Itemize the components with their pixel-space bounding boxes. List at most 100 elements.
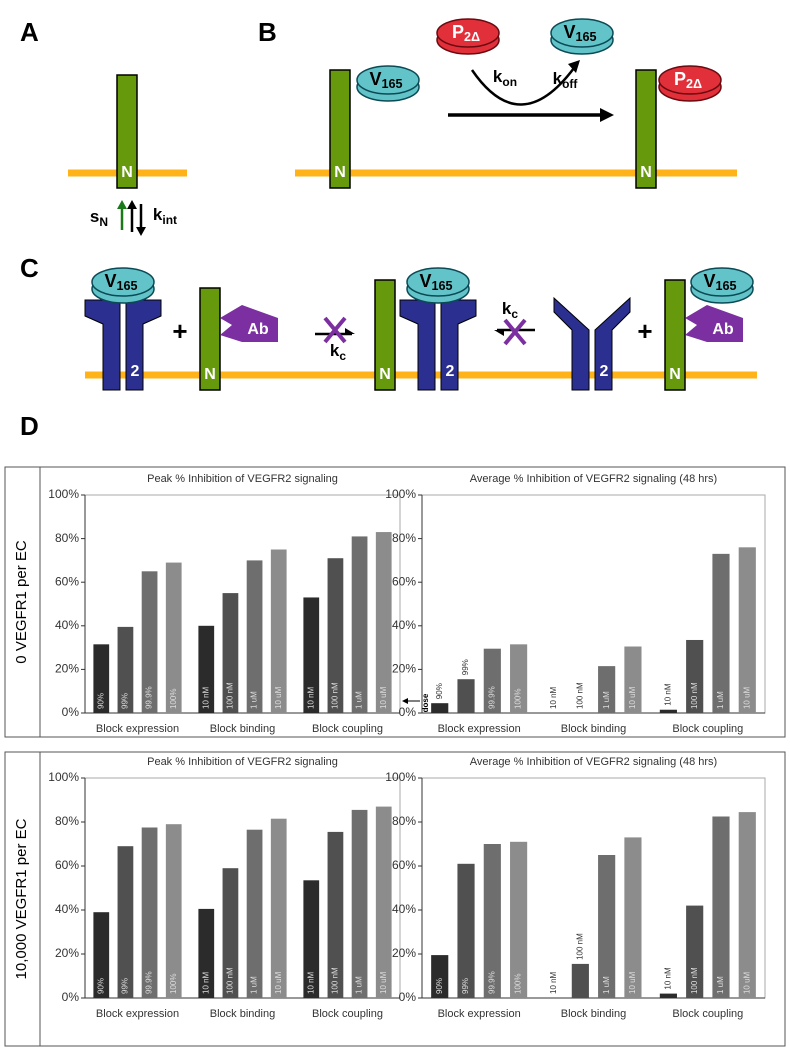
ligand-top <box>91 267 155 297</box>
plus: + <box>172 316 187 346</box>
dose-label: 10 nM <box>306 971 315 994</box>
dose-label: 90% <box>96 693 105 709</box>
bar <box>375 806 392 998</box>
dose-label: 100 nM <box>690 682 699 709</box>
y-tick-label: 40% <box>392 902 416 916</box>
bar <box>93 912 110 998</box>
bar <box>351 809 368 998</box>
dose-label: 100 nM <box>226 967 235 994</box>
bar <box>198 625 215 713</box>
y-tick-label: 80% <box>392 531 416 545</box>
annotation: dose <box>421 693 430 712</box>
n-label: N <box>640 164 652 181</box>
y-tick-label: 80% <box>55 531 79 545</box>
x-tick-label: Block coupling <box>672 1008 743 1020</box>
dose-label: 100% <box>514 689 523 709</box>
n-label: N <box>379 366 391 383</box>
vegfr2 <box>553 296 590 391</box>
y-tick-label: 100% <box>48 487 79 501</box>
neuropilin <box>199 287 221 391</box>
vegfr2 <box>594 296 631 391</box>
dose-label: 10 uM <box>274 971 283 994</box>
y-tick-label: 60% <box>392 858 416 872</box>
dose-label: 99.9% <box>145 686 154 709</box>
bar <box>270 818 287 998</box>
bar <box>222 868 239 998</box>
x-tick-label: Block binding <box>210 723 275 735</box>
x-tick-label: Block expression <box>96 723 179 735</box>
label: V165 <box>703 271 736 294</box>
dose-label: 10 nM <box>663 967 672 990</box>
rate-sub: N <box>99 215 108 229</box>
y-tick-label: 60% <box>55 858 79 872</box>
vegfr2 <box>125 299 162 391</box>
bar <box>483 844 501 998</box>
bar <box>431 955 449 998</box>
rate-k: k <box>153 205 163 224</box>
x-tick-label: Block binding <box>561 723 626 735</box>
dose-label: 99% <box>121 693 130 709</box>
arrowhead <box>117 200 127 209</box>
bar <box>303 880 320 998</box>
bar <box>686 639 704 713</box>
bar <box>93 644 110 713</box>
dose-label: 100 nM <box>331 967 340 994</box>
neuropilin <box>374 279 396 391</box>
label-sub: 165 <box>382 77 403 91</box>
bar <box>117 626 134 713</box>
neuropilin <box>635 69 657 189</box>
label-sub: 165 <box>432 279 453 293</box>
n-label: N <box>669 366 681 383</box>
bar <box>510 841 528 998</box>
label-sub: 165 <box>576 30 597 44</box>
x-tick-label: Block expression <box>438 1008 521 1020</box>
dose-label: 10 uM <box>742 686 751 709</box>
label-sub: 2Δ <box>686 77 702 91</box>
arrowhead <box>494 330 504 336</box>
rate-k: k <box>330 341 340 360</box>
arrowhead <box>136 227 146 236</box>
y-tick-label: 20% <box>392 662 416 676</box>
bar <box>246 829 263 998</box>
y-tick-label: 40% <box>55 902 79 916</box>
rate-label: sN <box>90 207 108 229</box>
bar <box>351 536 368 713</box>
bar <box>431 703 449 713</box>
label-sub: 165 <box>716 279 737 293</box>
panel-label: C <box>20 253 39 283</box>
bar <box>659 993 677 998</box>
dose-label: 10 nM <box>201 971 210 994</box>
bar <box>165 824 182 998</box>
bar <box>246 560 263 713</box>
x-tick-label: Block coupling <box>312 1008 383 1020</box>
y-tick-label: 0% <box>399 990 417 1004</box>
label-main: V <box>563 22 575 42</box>
label: V165 <box>104 271 137 294</box>
dose-label: 10 uM <box>628 971 637 994</box>
y-tick-label: 0% <box>62 990 80 1004</box>
dose-label: 100% <box>169 689 178 709</box>
ligand-top <box>406 267 470 297</box>
label: P2Δ <box>452 22 480 45</box>
dose-label: 10 uM <box>379 971 388 994</box>
bar <box>624 646 642 713</box>
rate-label: kc <box>330 341 346 363</box>
panel-label: D <box>20 411 39 441</box>
y-tick-label: 0% <box>62 705 80 719</box>
bar <box>571 963 589 998</box>
bar <box>165 562 182 713</box>
label: V165 <box>563 22 596 45</box>
bar <box>712 816 730 998</box>
dose-label: 10 nM <box>549 686 558 709</box>
dose-label: 10 nM <box>201 686 210 709</box>
arrowhead <box>568 60 580 73</box>
exchange-arc <box>470 67 575 106</box>
row-label-box <box>4 466 41 738</box>
ligand-top <box>658 65 722 95</box>
y-tick-label: 0% <box>399 705 417 719</box>
dose-label: 1 uM <box>716 976 725 994</box>
bar <box>141 827 158 998</box>
dose-label: 100 nM <box>226 682 235 709</box>
dose-label: 100% <box>169 974 178 994</box>
